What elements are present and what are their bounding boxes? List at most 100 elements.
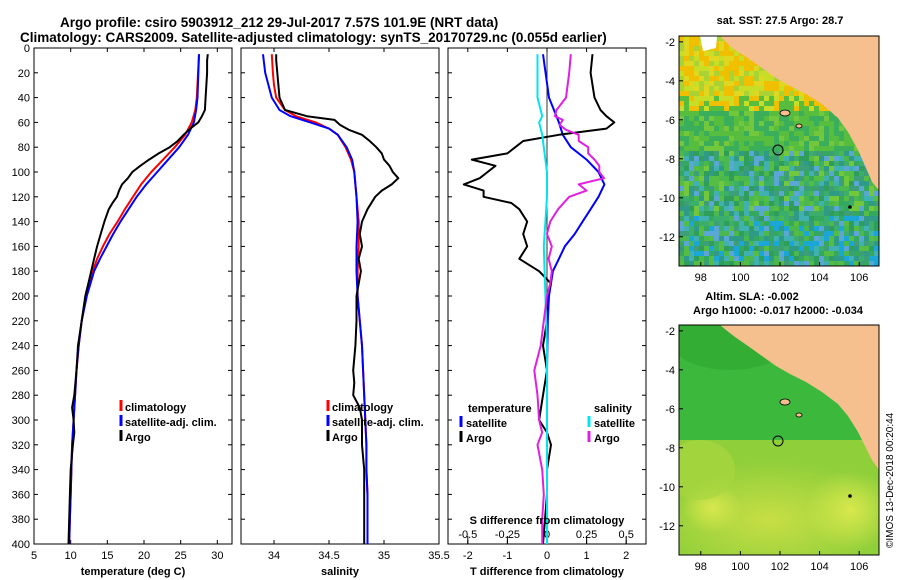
- sst-cell: [689, 126, 694, 131]
- sst-cell: [864, 196, 869, 201]
- sst-cell: [779, 201, 784, 206]
- sst-cell: [819, 211, 824, 216]
- sst-cell: [799, 221, 804, 226]
- sst-cell: [709, 181, 714, 186]
- sst-cell: [719, 36, 724, 41]
- sst-cell: [859, 261, 864, 266]
- sst-cell: [709, 96, 714, 101]
- sst-cell: [749, 116, 754, 121]
- sst-cell: [729, 261, 734, 266]
- sst-cell: [809, 186, 814, 191]
- y-tick-label: 0: [24, 43, 30, 55]
- sst-cell: [699, 226, 704, 231]
- sst-cell: [709, 81, 714, 86]
- sst-cell: [774, 121, 779, 126]
- sst-cell: [834, 221, 839, 226]
- sst-cell: [759, 91, 764, 96]
- sst-cell: [694, 256, 699, 261]
- sst-cell: [794, 216, 799, 221]
- sst-cell: [684, 56, 689, 61]
- sst-cell: [739, 81, 744, 86]
- sst-cell: [754, 166, 759, 171]
- sst-cell: [819, 156, 824, 161]
- sst-cell: [689, 166, 694, 171]
- sst-cell: [684, 136, 689, 141]
- sst-cell: [749, 151, 754, 156]
- sst-cell: [824, 191, 829, 196]
- s-difference-xlabel: S difference from climatology: [470, 515, 626, 527]
- y-tick-label: 60: [18, 117, 30, 129]
- sst-cell: [689, 76, 694, 81]
- sst-cell: [864, 231, 869, 236]
- sst-cell: [774, 141, 779, 146]
- sst-cell: [829, 251, 834, 256]
- sst-cell: [739, 236, 744, 241]
- sst-cell: [739, 111, 744, 116]
- sst-cell: [724, 171, 729, 176]
- sst-cell: [799, 106, 804, 111]
- sst-cell: [749, 261, 754, 266]
- sst-cell: [854, 181, 859, 186]
- sst-cell: [809, 121, 814, 126]
- sst-cell: [794, 91, 799, 96]
- sst-cell: [704, 101, 709, 106]
- sst-cell: [779, 126, 784, 131]
- sst-cell: [844, 211, 849, 216]
- sst-cell: [874, 246, 879, 251]
- sst-cell: [699, 86, 704, 91]
- sst-cell: [859, 161, 864, 166]
- sst-cell: [839, 161, 844, 166]
- sst-cell: [749, 136, 754, 141]
- sst-cell: [819, 126, 824, 131]
- sst-cell: [839, 126, 844, 131]
- sst-cell: [759, 186, 764, 191]
- sst-cell: [689, 36, 694, 41]
- sst-cell: [784, 241, 789, 246]
- island: [779, 398, 791, 406]
- sst-cell: [759, 106, 764, 111]
- sst-cell: [854, 171, 859, 176]
- sst-cell: [704, 151, 709, 156]
- sst-cell: [829, 176, 834, 181]
- sst-cell: [819, 171, 824, 176]
- sst-cell: [764, 136, 769, 141]
- sst-cell: [734, 211, 739, 216]
- sst-cell: [709, 161, 714, 166]
- sst-cell: [744, 181, 749, 186]
- sst-cell: [734, 201, 739, 206]
- sst-cell: [829, 121, 834, 126]
- sst-cell: [689, 216, 694, 221]
- sst-cell: [694, 76, 699, 81]
- sst-cell: [784, 251, 789, 256]
- sst-cell: [814, 141, 819, 146]
- sst-cell: [749, 176, 754, 181]
- sst-cell: [714, 41, 719, 46]
- sst-cell: [684, 201, 689, 206]
- sst-cell: [754, 216, 759, 221]
- sst-cell: [704, 211, 709, 216]
- sst-cell: [749, 86, 754, 91]
- sst-cell: [764, 261, 769, 266]
- sst-cell: [709, 206, 714, 211]
- sla-map: [679, 325, 879, 555]
- sst-cell: [854, 256, 859, 261]
- sst-cell: [839, 246, 844, 251]
- sst-cell: [719, 61, 724, 66]
- sst-cell: [694, 126, 699, 131]
- sst-cell: [724, 261, 729, 266]
- sst-cell: [804, 196, 809, 201]
- sst-cell: [794, 151, 799, 156]
- sst-cell: [799, 171, 804, 176]
- sst-cell: [754, 126, 759, 131]
- sst-cell: [714, 101, 719, 106]
- sst-cell: [719, 106, 724, 111]
- sst-cell: [734, 261, 739, 266]
- sst-cell: [719, 191, 724, 196]
- sst-cell: [739, 206, 744, 211]
- sst-cell: [869, 216, 874, 221]
- sst-cell: [794, 156, 799, 161]
- sst-cell: [834, 126, 839, 131]
- island: [848, 205, 852, 209]
- sst-cell: [729, 176, 734, 181]
- sst-cell: [804, 116, 809, 121]
